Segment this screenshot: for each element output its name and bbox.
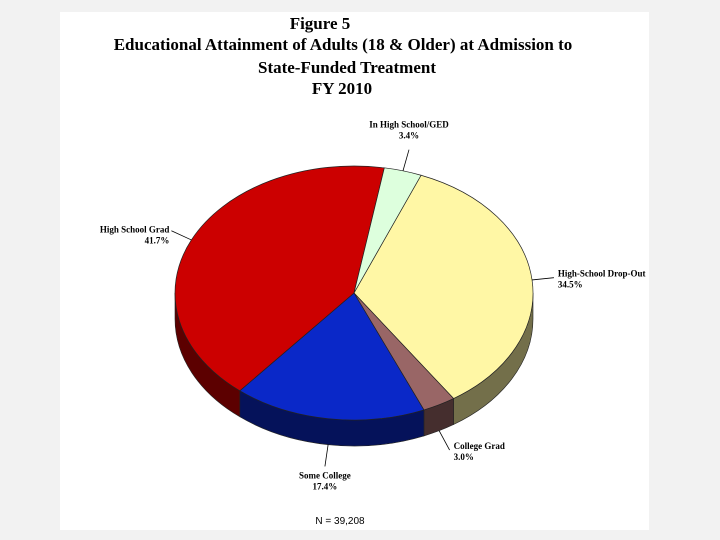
leader-line-college-grad	[438, 430, 450, 451]
title-line-3: State-Funded Treatment	[258, 58, 436, 77]
slice-value-high-school-drop-out: 34.5%	[558, 280, 583, 290]
pie-chart: Figure 5 Educational Attainment of Adult…	[100, 14, 646, 527]
title-line-1: Figure 5	[290, 14, 351, 33]
sample-size-note: N = 39,208	[315, 516, 365, 527]
slice-high-school-drop-out	[353, 174, 534, 399]
pie	[174, 165, 534, 447]
slice-value-high-school-grad: 41.7%	[145, 236, 170, 246]
slice-label-high-school-drop-out: High-School Drop-Out	[558, 269, 646, 279]
leader-line-some-college	[324, 444, 329, 467]
chart-slide: Figure 5 Educational Attainment of Adult…	[60, 12, 649, 530]
chart-title: Figure 5 Educational Attainment of Adult…	[114, 14, 573, 98]
slice-some-college	[239, 292, 425, 421]
leader-line-in-high-school-ged	[402, 149, 410, 171]
slice-value-in-high-school-ged: 3.4%	[399, 131, 419, 141]
slice-value-some-college: 17.4%	[313, 481, 338, 491]
slice-value-college-grad: 3.0%	[454, 452, 474, 462]
title-line-2: Educational Attainment of Adults (18 & O…	[114, 35, 573, 54]
slice-label-in-high-school-ged: In High School/GED	[369, 120, 449, 130]
title-line-4: FY 2010	[312, 79, 372, 98]
leader-line-high-school-drop-out	[532, 277, 554, 281]
slice-label-high-school-grad: High School Grad	[100, 225, 170, 235]
slice-label-college-grad: College Grad	[454, 441, 505, 451]
slice-high-school-grad	[174, 165, 385, 392]
slice-in-high-school-ged	[353, 167, 422, 294]
slice-label-some-college: Some College	[299, 470, 351, 480]
leader-line-high-school-grad	[171, 230, 192, 241]
